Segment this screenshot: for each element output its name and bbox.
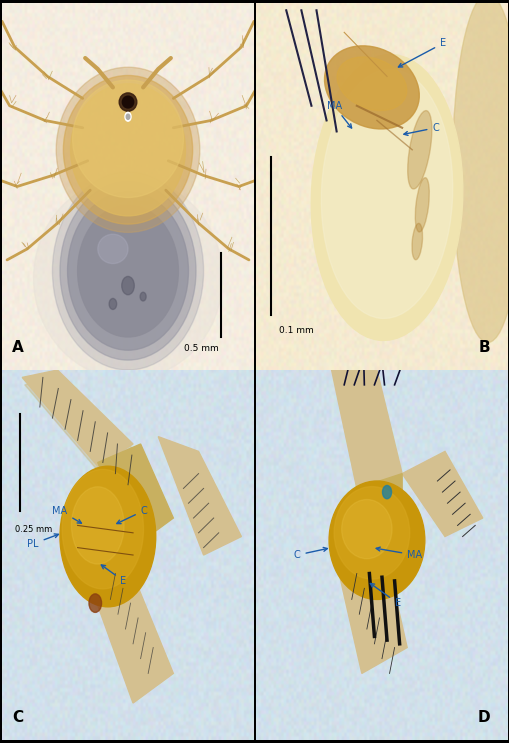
Circle shape — [60, 466, 155, 607]
Ellipse shape — [414, 178, 429, 232]
Text: E: E — [101, 565, 126, 586]
Ellipse shape — [56, 67, 200, 233]
Text: D: D — [477, 710, 489, 725]
Ellipse shape — [67, 192, 188, 350]
Text: MA: MA — [376, 547, 421, 560]
Text: PL: PL — [27, 534, 59, 549]
Polygon shape — [402, 452, 482, 536]
Polygon shape — [24, 377, 135, 473]
Ellipse shape — [324, 46, 418, 129]
Ellipse shape — [321, 69, 452, 319]
Text: C: C — [403, 123, 438, 135]
Circle shape — [122, 276, 134, 295]
Ellipse shape — [333, 487, 409, 579]
Ellipse shape — [52, 172, 203, 370]
Ellipse shape — [122, 96, 133, 108]
Ellipse shape — [70, 84, 185, 216]
Ellipse shape — [451, 0, 509, 343]
Text: C: C — [117, 506, 147, 524]
Text: E: E — [398, 39, 445, 67]
Polygon shape — [22, 370, 133, 466]
Ellipse shape — [60, 182, 195, 360]
Circle shape — [140, 292, 146, 301]
Text: 0.1 mm: 0.1 mm — [278, 326, 313, 335]
Circle shape — [125, 112, 131, 121]
Text: 0.25 mm: 0.25 mm — [15, 525, 52, 534]
Polygon shape — [336, 536, 406, 673]
Polygon shape — [331, 370, 402, 488]
Ellipse shape — [63, 76, 192, 224]
Ellipse shape — [411, 224, 422, 260]
Ellipse shape — [72, 80, 183, 198]
Ellipse shape — [77, 205, 178, 337]
Ellipse shape — [328, 481, 424, 600]
Circle shape — [126, 114, 129, 120]
Polygon shape — [356, 473, 402, 562]
Ellipse shape — [341, 499, 391, 559]
Ellipse shape — [310, 54, 462, 340]
Circle shape — [71, 487, 124, 564]
Ellipse shape — [119, 93, 136, 111]
Text: 0.5 mm: 0.5 mm — [183, 344, 218, 354]
Circle shape — [89, 594, 101, 612]
Circle shape — [382, 485, 391, 499]
Circle shape — [109, 299, 117, 309]
Ellipse shape — [407, 111, 431, 189]
Text: B: B — [478, 340, 489, 355]
Circle shape — [62, 470, 143, 589]
Ellipse shape — [34, 178, 222, 379]
Ellipse shape — [98, 234, 128, 264]
Text: C: C — [12, 710, 23, 725]
Ellipse shape — [336, 57, 406, 111]
Polygon shape — [90, 562, 173, 703]
Text: C: C — [293, 548, 327, 560]
Text: A: A — [12, 340, 24, 355]
Text: MA: MA — [52, 506, 81, 523]
Text: MA: MA — [326, 101, 351, 128]
Polygon shape — [98, 444, 173, 548]
Polygon shape — [158, 437, 241, 555]
Text: E: E — [370, 583, 400, 608]
